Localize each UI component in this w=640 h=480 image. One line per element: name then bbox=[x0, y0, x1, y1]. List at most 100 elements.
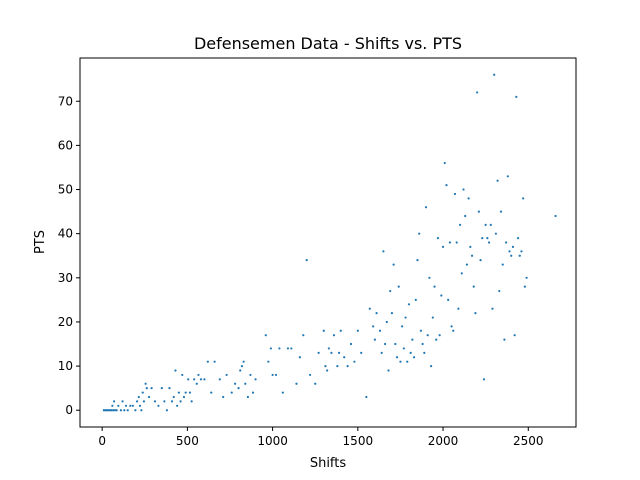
data-point bbox=[317, 351, 320, 354]
data-point bbox=[423, 351, 426, 354]
data-point bbox=[147, 395, 151, 399]
y-tick-label: 40 bbox=[58, 227, 73, 241]
data-point bbox=[460, 272, 463, 275]
data-point bbox=[450, 325, 453, 328]
data-point bbox=[330, 351, 333, 354]
data-point bbox=[112, 400, 116, 403]
data-point bbox=[470, 254, 474, 257]
data-point bbox=[520, 250, 523, 253]
data-point bbox=[392, 263, 395, 266]
data-point bbox=[510, 254, 513, 257]
data-point bbox=[491, 307, 494, 310]
data-point bbox=[121, 400, 124, 403]
data-point bbox=[177, 391, 180, 394]
data-point bbox=[305, 259, 308, 262]
data-point bbox=[467, 197, 470, 200]
data-point bbox=[119, 409, 123, 412]
data-point bbox=[295, 382, 298, 385]
data-point bbox=[172, 395, 175, 399]
data-point bbox=[170, 400, 174, 403]
data-point bbox=[360, 351, 363, 354]
data-point bbox=[240, 364, 244, 368]
data-point bbox=[445, 184, 448, 187]
data-point bbox=[390, 312, 394, 315]
data-point bbox=[134, 409, 137, 412]
data-point bbox=[142, 400, 146, 403]
data-point bbox=[380, 351, 383, 354]
data-point bbox=[213, 360, 216, 363]
data-point bbox=[481, 236, 484, 240]
data-point bbox=[264, 334, 267, 337]
data-point bbox=[414, 298, 417, 301]
x-axis-ticks: 0 500 1000 1500 2000 2500 bbox=[98, 427, 544, 448]
data-point bbox=[237, 387, 240, 390]
data-point bbox=[402, 347, 405, 350]
data-point bbox=[179, 400, 182, 403]
y-axis-label: PTS bbox=[33, 230, 48, 254]
data-point bbox=[267, 360, 270, 363]
data-point bbox=[206, 360, 209, 363]
data-point bbox=[389, 289, 392, 293]
data-point bbox=[516, 236, 520, 240]
data-point bbox=[249, 373, 252, 377]
data-point bbox=[309, 373, 312, 377]
data-point bbox=[137, 395, 140, 399]
data-point bbox=[144, 382, 147, 385]
data-point bbox=[406, 360, 409, 363]
data-point bbox=[421, 342, 424, 346]
data-point bbox=[365, 395, 368, 399]
data-point bbox=[494, 232, 497, 235]
data-point bbox=[302, 334, 305, 337]
data-point bbox=[469, 245, 472, 249]
data-point bbox=[225, 373, 228, 377]
data-point bbox=[382, 250, 385, 253]
data-point bbox=[452, 329, 455, 332]
data-point bbox=[418, 232, 421, 235]
y-tick-label: 10 bbox=[58, 359, 73, 373]
data-point bbox=[487, 241, 491, 244]
data-point bbox=[384, 342, 387, 346]
data-point bbox=[441, 245, 445, 249]
data-point bbox=[111, 404, 114, 407]
data-point bbox=[271, 373, 274, 377]
data-point bbox=[353, 360, 356, 363]
data-point bbox=[326, 369, 329, 372]
data-point bbox=[375, 312, 378, 315]
data-point bbox=[254, 378, 257, 381]
data-point bbox=[182, 395, 186, 399]
data-point bbox=[395, 356, 399, 359]
chart-title: Defensemen Data - Shifts vs. PTS bbox=[194, 34, 462, 53]
data-point bbox=[157, 404, 160, 407]
data-point bbox=[462, 188, 465, 191]
data-point bbox=[138, 404, 142, 407]
data-point bbox=[368, 307, 371, 310]
data-point bbox=[218, 378, 221, 381]
data-point bbox=[503, 338, 506, 341]
data-point bbox=[234, 382, 237, 385]
data-point bbox=[440, 294, 443, 297]
data-point bbox=[518, 254, 521, 257]
data-point bbox=[356, 329, 359, 332]
data-point bbox=[110, 409, 113, 412]
data-point bbox=[187, 378, 190, 381]
x-tick-label: 500 bbox=[176, 434, 199, 448]
data-point bbox=[506, 175, 509, 178]
data-point bbox=[278, 347, 281, 350]
data-point bbox=[523, 285, 526, 288]
data-point bbox=[193, 378, 196, 381]
data-point bbox=[298, 356, 301, 359]
data-point bbox=[230, 391, 233, 394]
data-point bbox=[244, 382, 247, 385]
data-point bbox=[474, 312, 477, 315]
data-point bbox=[401, 325, 404, 328]
data-point bbox=[515, 95, 518, 98]
data-point bbox=[322, 329, 325, 332]
data-point bbox=[190, 400, 193, 403]
data-point bbox=[424, 206, 428, 209]
data-point bbox=[184, 391, 187, 394]
data-point bbox=[438, 334, 441, 337]
y-axis-ticks: 0 10 20 30 40 50 60 70 bbox=[58, 94, 80, 417]
data-point bbox=[153, 400, 157, 403]
data-point bbox=[482, 378, 486, 381]
data-point bbox=[129, 404, 132, 407]
